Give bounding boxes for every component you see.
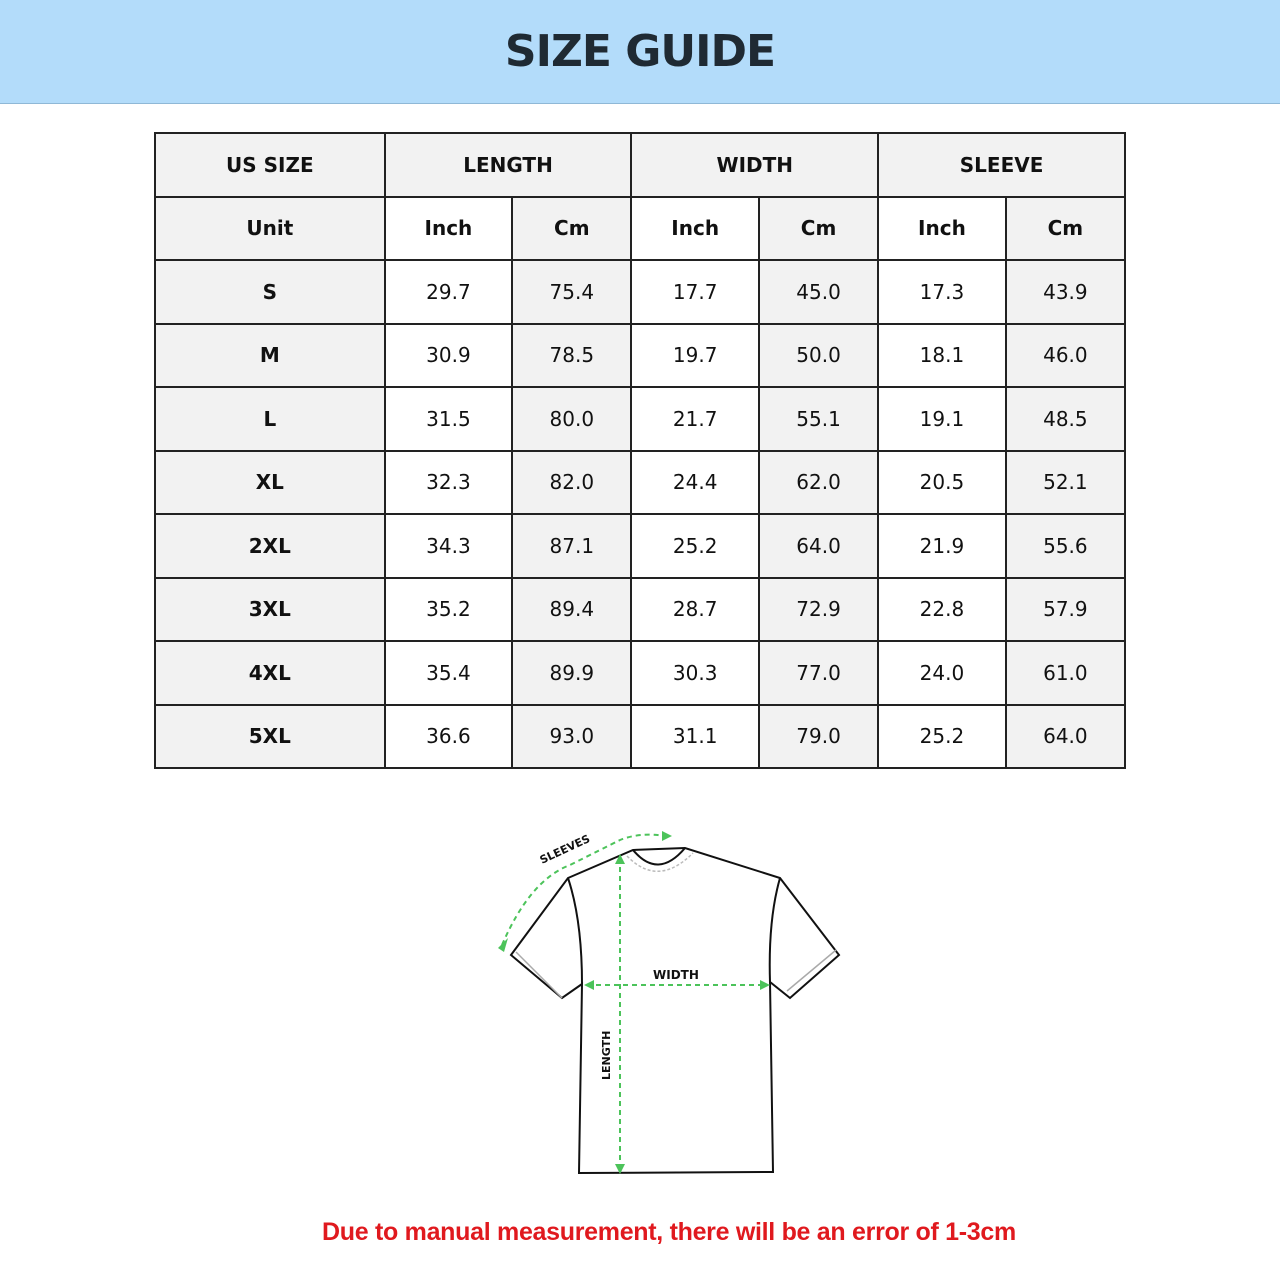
measurement-cell: 45.0 (757, 259, 880, 325)
measurement-cell: 62.0 (757, 449, 880, 515)
measurement-cell: 87.1 (511, 513, 633, 579)
measurement-cell: 22.8 (877, 576, 1007, 642)
measurement-cell: 57.9 (1004, 576, 1127, 642)
unit-header: Inch (383, 195, 514, 261)
measurement-cell: 75.4 (511, 259, 633, 325)
measurement-note: Due to manual measurement, there will be… (322, 1218, 1016, 1246)
size-cell: L (154, 386, 386, 452)
measurement-cell: 31.1 (630, 703, 760, 769)
width-label: WIDTH (653, 968, 699, 982)
measurement-cell: 30.3 (630, 640, 760, 706)
table-row: M 30.9 78.5 19.7 50.0 18.1 46.0 (154, 322, 1127, 388)
table-row: 4XL 35.4 89.9 30.3 77.0 24.0 61.0 (154, 640, 1127, 706)
size-cell: M (154, 322, 386, 388)
title-banner: SIZE GUIDE (0, 0, 1280, 104)
measurement-cell: 43.9 (1004, 259, 1127, 325)
table-row: 2XL 34.3 87.1 25.2 64.0 21.9 55.6 (154, 513, 1127, 579)
measurement-cell: 24.0 (877, 640, 1007, 706)
measurement-cell: 55.1 (757, 386, 880, 452)
table-row: 3XL 35.2 89.4 28.7 72.9 22.8 57.9 (154, 576, 1127, 642)
size-table: US SIZE LENGTH WIDTH SLEEVE Unit Inch Cm Inch Cm… (154, 132, 1127, 769)
measurement-cell: 21.7 (630, 386, 760, 452)
measurement-cell: 89.9 (511, 640, 633, 706)
measurement-cell: 52.1 (1004, 449, 1127, 515)
measurement-cell: 20.5 (877, 449, 1007, 515)
measurement-cell: 50.0 (757, 322, 880, 388)
size-cell: 5XL (154, 703, 386, 769)
measurement-cell: 78.5 (511, 322, 633, 388)
page-title: SIZE GUIDE (504, 26, 776, 77)
header-row: US SIZE LENGTH WIDTH SLEEVE (154, 132, 1126, 198)
measurement-cell: 55.6 (1004, 513, 1127, 579)
measurement-cell: 48.5 (1004, 386, 1127, 452)
measurement-cell: 19.1 (877, 386, 1007, 452)
measurement-cell: 77.0 (757, 640, 880, 706)
unit-header: Cm (1004, 195, 1127, 261)
measurement-cell: 93.0 (511, 703, 633, 769)
column-group-header: US SIZE (154, 132, 386, 198)
measurement-cell: 34.3 (383, 513, 514, 579)
unit-row: Unit Inch Cm Inch Cm Inch Cm (154, 195, 1127, 261)
measurement-cell: 29.7 (383, 259, 514, 325)
measurement-cell: 30.9 (383, 322, 514, 388)
measurement-cell: 35.4 (383, 640, 514, 706)
sleeves-label: SLEEVES (538, 832, 592, 867)
measurement-cell: 35.2 (383, 576, 514, 642)
table-row: L 31.5 80.0 21.7 55.1 19.1 48.5 (154, 386, 1127, 452)
tshirt-diagram: SLEEVES WIDTH LENGTH (498, 831, 841, 1175)
length-label: LENGTH (600, 1031, 613, 1080)
unit-header: Inch (877, 195, 1007, 261)
unit-header: Cm (511, 195, 633, 261)
measurement-cell: 17.7 (630, 259, 760, 325)
measurement-cell: 21.9 (877, 513, 1007, 579)
measurement-cell: 72.9 (757, 576, 880, 642)
size-cell: XL (154, 449, 386, 515)
measurement-cell: 24.4 (630, 449, 760, 515)
column-group-header: WIDTH (630, 132, 880, 198)
table-row: S 29.7 75.4 17.7 45.0 17.3 43.9 (154, 259, 1127, 325)
measurement-cell: 89.4 (511, 576, 633, 642)
measurement-cell: 79.0 (757, 703, 880, 769)
measurement-cell: 32.3 (383, 449, 514, 515)
measurement-cell: 19.7 (630, 322, 760, 388)
size-cell: 4XL (154, 640, 386, 706)
table-row: XL 32.3 82.0 24.4 62.0 20.5 52.1 (154, 449, 1127, 515)
measurement-cell: 25.2 (630, 513, 760, 579)
measurement-cell: 61.0 (1004, 640, 1127, 706)
measurement-cell: 28.7 (630, 576, 760, 642)
measurement-cell: 31.5 (383, 386, 514, 452)
unit-header: Cm (757, 195, 880, 261)
column-group-header: SLEEVE (877, 132, 1126, 198)
size-cell: 2XL (154, 513, 386, 579)
unit-header: Inch (630, 195, 760, 261)
measurement-cell: 17.3 (877, 259, 1007, 325)
measurement-cell: 64.0 (1004, 703, 1127, 769)
measurement-cell: 82.0 (511, 449, 633, 515)
size-cell: S (154, 259, 386, 325)
size-cell: 3XL (154, 576, 386, 642)
column-group-header: LENGTH (383, 132, 633, 198)
measurement-cell: 36.6 (383, 703, 514, 769)
measurement-cell: 18.1 (877, 322, 1007, 388)
unit-header: Unit (154, 195, 386, 261)
measurement-cell: 25.2 (877, 703, 1007, 769)
table-row: 5XL 36.6 93.0 31.1 79.0 25.2 64.0 (154, 703, 1127, 769)
measurement-cell: 64.0 (757, 513, 880, 579)
measurement-cell: 46.0 (1004, 322, 1127, 388)
measurement-cell: 80.0 (511, 386, 633, 452)
